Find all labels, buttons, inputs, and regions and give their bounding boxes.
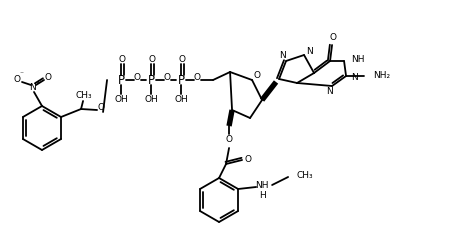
Text: H: H [258, 191, 265, 201]
Text: N: N [278, 51, 285, 60]
Text: N: N [305, 46, 312, 55]
Text: +: + [35, 80, 40, 85]
Text: O: O [13, 75, 21, 84]
Text: NH: NH [255, 181, 268, 190]
Text: O: O [133, 72, 140, 81]
Text: O: O [193, 72, 200, 81]
Text: NH: NH [351, 55, 364, 64]
Text: P: P [177, 73, 184, 87]
Text: NH₂: NH₂ [372, 72, 389, 80]
Text: O: O [244, 155, 251, 164]
Text: O: O [148, 55, 155, 64]
Text: O: O [253, 72, 260, 80]
Text: OH: OH [144, 96, 157, 105]
Text: ⁻: ⁻ [19, 69, 23, 79]
Text: OH: OH [174, 96, 188, 105]
Text: N: N [325, 87, 332, 96]
Text: O: O [178, 55, 185, 64]
Text: O: O [45, 73, 51, 83]
Text: P: P [147, 73, 154, 87]
Text: P: P [118, 73, 124, 87]
Text: O: O [163, 72, 170, 81]
Text: OH: OH [114, 96, 128, 105]
Text: O: O [97, 102, 104, 111]
Text: N: N [350, 73, 357, 83]
Text: O: O [225, 135, 232, 144]
Text: N: N [29, 83, 36, 92]
Text: O: O [329, 34, 336, 42]
Text: CH₃: CH₃ [76, 90, 92, 100]
Text: CH₃: CH₃ [296, 170, 312, 180]
Text: O: O [118, 55, 125, 64]
